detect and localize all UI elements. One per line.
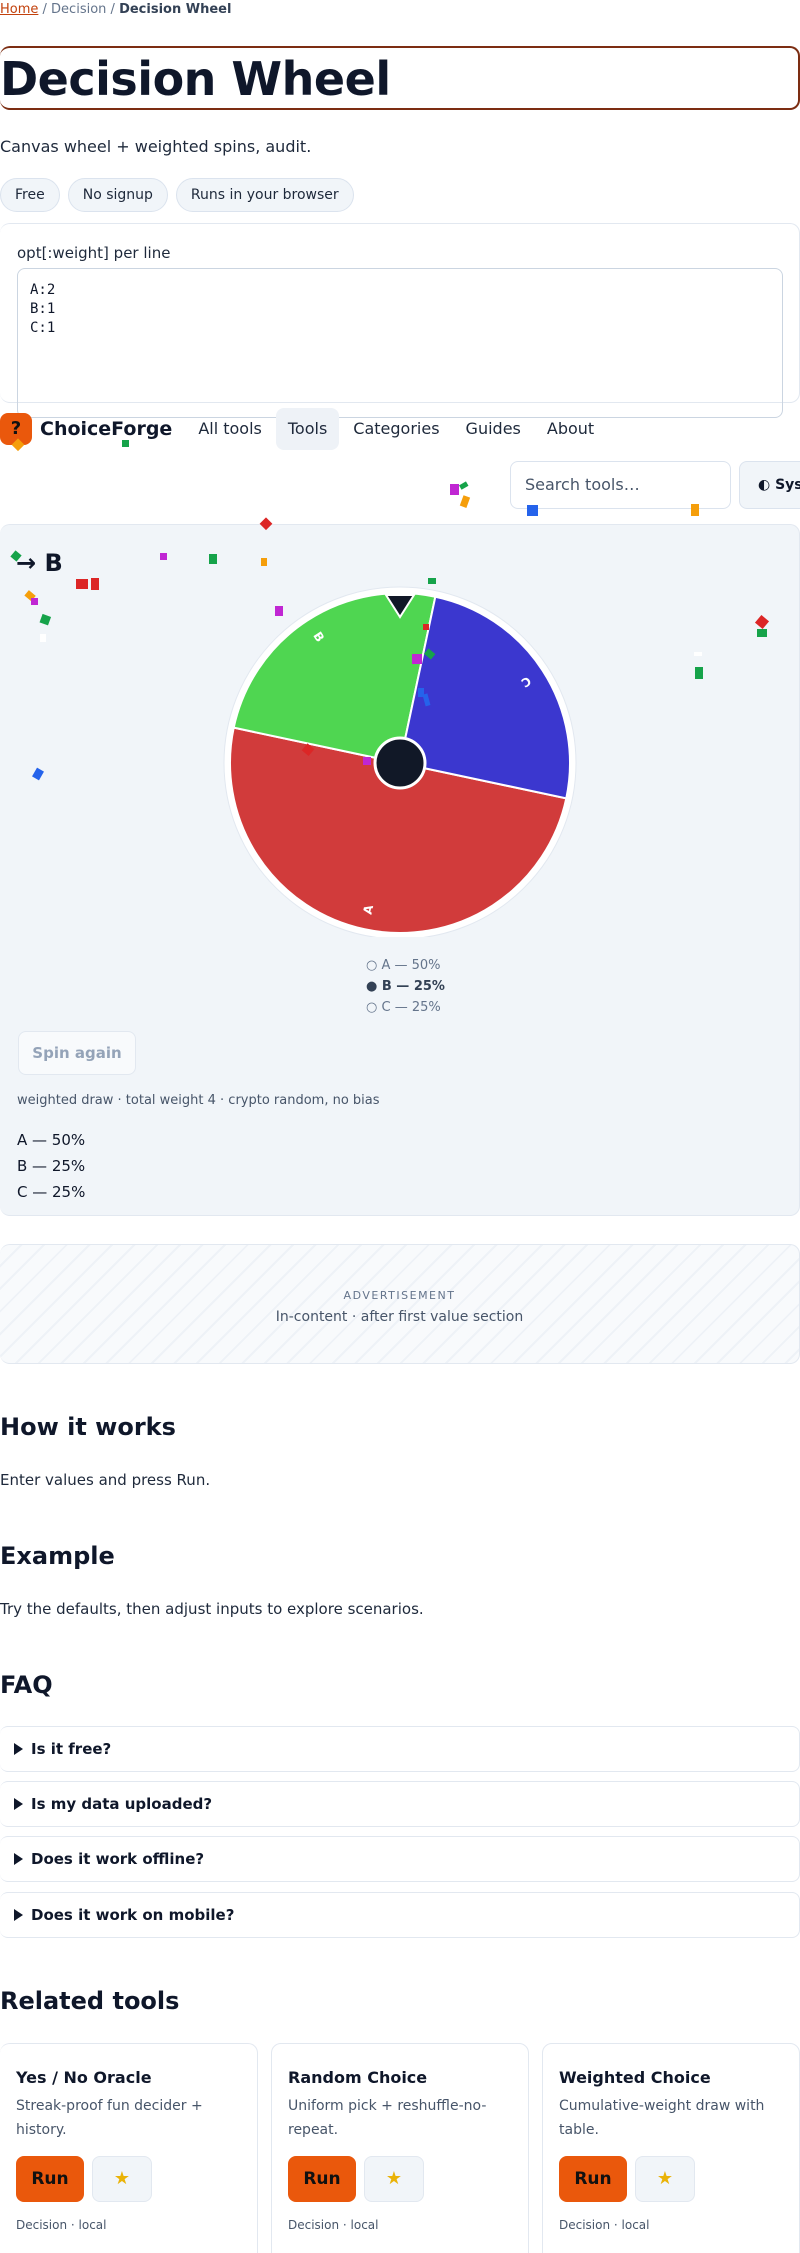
wheel-slice-c bbox=[398, 595, 571, 800]
page-subtitle: Canvas wheel + weighted spins, audit. bbox=[0, 137, 312, 156]
tool-description: Streak-proof fun decider + history. bbox=[16, 2098, 203, 2138]
options-textarea[interactable]: A:2 B:1 C:1 bbox=[17, 268, 783, 418]
tool-description: Cumulative-weight draw with table. bbox=[559, 2098, 765, 2138]
contrast-icon: ◐ bbox=[758, 477, 771, 493]
page-title: Decision Wheel bbox=[0, 52, 391, 106]
distribution-item: A — 50% bbox=[17, 1131, 86, 1149]
legend-item-b: ● B — 25% bbox=[366, 979, 445, 994]
nav-links: All tools Tools Categories Guides About bbox=[186, 408, 606, 450]
faq-item[interactable]: Is it free? bbox=[0, 1726, 800, 1772]
tool-name: Yes / No Oracle bbox=[16, 2068, 152, 2087]
search-input[interactable]: Search tools… bbox=[510, 461, 731, 509]
decision-wheel[interactable]: ABC bbox=[222, 581, 578, 937]
example-heading: Example bbox=[0, 1542, 115, 1570]
breadcrumb: Home / Decision / Decision Wheel bbox=[0, 2, 231, 17]
wheel-legend: ○ A — 50% ● B — 25% ○ C — 25% bbox=[366, 955, 445, 1018]
ad-description: In-content · after first value section bbox=[275, 1309, 524, 1325]
ad-label: ADVERTISEMENT bbox=[343, 1289, 456, 1302]
run-button[interactable]: Run bbox=[288, 2156, 356, 2202]
advertisement-slot: ADVERTISEMENT In-content · after first v… bbox=[0, 1244, 800, 1364]
spin-result: → B bbox=[16, 549, 63, 577]
legend-item-c: ○ C — 25% bbox=[366, 1000, 441, 1015]
breadcrumb-current: Decision Wheel bbox=[119, 2, 232, 17]
nav-link-tools[interactable]: Tools bbox=[275, 408, 340, 450]
feature-chip: Runs in your browser bbox=[175, 178, 354, 212]
feature-chip: No signup bbox=[67, 178, 168, 212]
related-tool-card[interactable]: Random Choice Uniform pick + reshuffle-n… bbox=[271, 2043, 529, 2253]
search-row: Search tools… ◐ Sys bbox=[510, 461, 800, 509]
favorite-star-icon[interactable]: ★ bbox=[635, 2156, 695, 2202]
spin-again-button[interactable]: Spin again bbox=[18, 1031, 136, 1075]
nav-link-guides[interactable]: Guides bbox=[465, 419, 521, 438]
breadcrumb-home-link[interactable]: Home bbox=[0, 2, 39, 17]
options-input-card: opt[:weight] per line A:2 B:1 C:1 bbox=[0, 223, 800, 418]
faq-question: Is my data uploaded? bbox=[31, 1795, 213, 1813]
run-button[interactable]: Run bbox=[559, 2156, 627, 2202]
breadcrumb-section: Decision bbox=[51, 2, 107, 17]
how-it-works-text: Enter values and press Run. bbox=[0, 1471, 211, 1489]
example-text: Try the defaults, then adjust inputs to … bbox=[0, 1600, 424, 1618]
nav-link-categories[interactable]: Categories bbox=[353, 419, 440, 438]
nav-link-about[interactable]: About bbox=[546, 419, 595, 438]
distribution-list: A — 50% B — 25% C — 25% bbox=[17, 1127, 85, 1205]
faq-item[interactable]: Does it work on mobile? bbox=[0, 1892, 800, 1938]
legend-item-label: C — 25% bbox=[381, 1000, 441, 1015]
disclosure-triangle-icon bbox=[14, 1853, 23, 1865]
faq-question: Does it work on mobile? bbox=[31, 1906, 235, 1924]
related-tool-card[interactable]: Yes / No Oracle Streak-proof fun decider… bbox=[0, 2043, 258, 2253]
tool-meta: Decision · local bbox=[16, 2218, 107, 2232]
legend-item-label: A — 50% bbox=[381, 958, 441, 973]
feature-chip: Free bbox=[0, 178, 60, 212]
disclosure-triangle-icon bbox=[14, 1743, 23, 1755]
tool-name: Random Choice bbox=[288, 2068, 428, 2087]
wheel-slice-label: A bbox=[361, 903, 377, 916]
tool-description: Uniform pick + reshuffle-no-repeat. bbox=[288, 2098, 487, 2138]
wheel-hub bbox=[373, 736, 427, 790]
theme-toggle-label: Sys bbox=[775, 477, 800, 493]
wheel-slice-b bbox=[232, 592, 437, 765]
distribution-item: B — 25% bbox=[17, 1157, 86, 1175]
wheel-slice-a bbox=[229, 726, 568, 934]
top-navbar: ? ChoiceForge All tools Tools Categories… bbox=[0, 402, 800, 456]
breadcrumb-separator: / bbox=[38, 2, 52, 17]
faq-heading: FAQ bbox=[0, 1671, 53, 1699]
disclosure-triangle-icon bbox=[14, 1909, 23, 1921]
wheel-pointer-icon bbox=[384, 594, 416, 619]
legend-item-label: B — 25% bbox=[381, 979, 445, 994]
tool-meta: Decision · local bbox=[559, 2218, 650, 2232]
faq-item[interactable]: Does it work offline? bbox=[0, 1836, 800, 1882]
logo-icon[interactable]: ? bbox=[0, 413, 32, 445]
faq-question: Is it free? bbox=[31, 1740, 112, 1758]
run-button[interactable]: Run bbox=[16, 2156, 84, 2202]
distribution-item: C — 25% bbox=[17, 1183, 86, 1201]
faq-question: Does it work offline? bbox=[31, 1850, 205, 1868]
faq-item[interactable]: Is my data uploaded? bbox=[0, 1781, 800, 1827]
favorite-star-icon[interactable]: ★ bbox=[364, 2156, 424, 2202]
breadcrumb-separator: / bbox=[106, 2, 120, 17]
how-it-works-heading: How it works bbox=[0, 1413, 176, 1441]
feature-chips: Free No signup Runs in your browser bbox=[0, 178, 354, 212]
disclosure-triangle-icon bbox=[14, 1798, 23, 1810]
related-tool-card[interactable]: Weighted Choice Cumulative-weight draw w… bbox=[542, 2043, 800, 2253]
brand-name[interactable]: ChoiceForge bbox=[40, 418, 173, 440]
theme-toggle-button[interactable]: ◐ Sys bbox=[739, 461, 800, 509]
tool-meta: Decision · local bbox=[288, 2218, 379, 2232]
options-input-label: opt[:weight] per line bbox=[17, 244, 171, 262]
legend-item-a: ○ A — 50% bbox=[366, 958, 441, 973]
draw-meta: weighted draw · total weight 4 · crypto … bbox=[17, 1093, 380, 1108]
tool-name: Weighted Choice bbox=[559, 2068, 711, 2087]
related-tools-heading: Related tools bbox=[0, 1987, 180, 2015]
favorite-star-icon[interactable]: ★ bbox=[92, 2156, 152, 2202]
nav-link-all-tools[interactable]: All tools bbox=[198, 419, 262, 438]
page-title-box: Decision Wheel bbox=[0, 46, 800, 110]
